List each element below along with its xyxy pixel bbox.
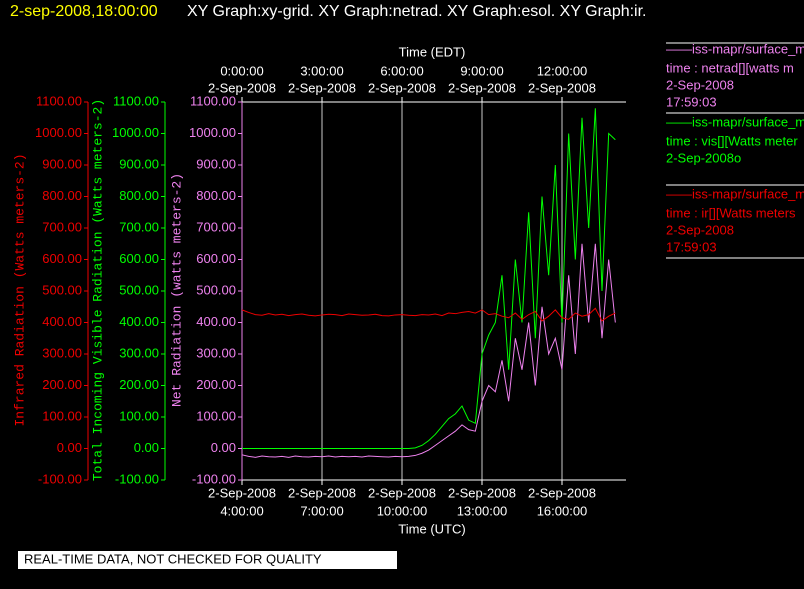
y-tick-label: 800.00	[196, 188, 236, 203]
y-tick-label: 400.00	[196, 314, 236, 329]
legend-detail: 2-Sep-2008	[666, 222, 734, 237]
y3-tick-label: 800.00	[42, 188, 82, 203]
y3-tick-label: 1100.00	[36, 93, 82, 108]
y2-tick-label: 1100.00	[113, 93, 159, 108]
legend-detail: time : vis[][Watts meter	[666, 133, 798, 148]
legend-detail: time : netrad[][watts m	[666, 60, 794, 75]
x2-tick-label: 9:00:00	[460, 63, 503, 78]
legend-name: ——iss-mapr/surface_m	[666, 186, 804, 201]
y2-axis-title: Total Incoming Visible Radiation (Watts …	[90, 99, 105, 481]
y-tick-label: 900.00	[196, 156, 236, 171]
y3-tick-label: 900.00	[42, 156, 82, 171]
y2-tick-label: 0.00	[134, 440, 159, 455]
y-tick-label: 100.00	[196, 408, 236, 423]
legend-name: ——iss-mapr/surface_m	[666, 41, 804, 56]
x2-tick-date: 2-Sep-2008	[208, 80, 276, 95]
legend-detail: 2-Sep-2008	[666, 77, 734, 92]
x-tick-date: 2-Sep-2008	[288, 485, 356, 500]
y2-tick-label: 1000.00	[112, 125, 159, 140]
y3-tick-label: 1000.00	[35, 125, 82, 140]
x2-axis-title: Time (EDT)	[399, 44, 466, 59]
x2-tick-date: 2-Sep-2008	[368, 80, 436, 95]
x-tick-date: 2-Sep-2008	[208, 485, 276, 500]
x2-tick-label: 6:00:00	[380, 63, 423, 78]
x2-tick-date: 2-Sep-2008	[288, 80, 356, 95]
y2-tick-label: 400.00	[119, 314, 159, 329]
x2-tick-date: 2-Sep-2008	[528, 80, 596, 95]
x-tick-label: 16:00:00	[537, 503, 588, 518]
x2-tick-label: 12:00:00	[537, 63, 588, 78]
x2-tick-label: 3:00:00	[300, 63, 343, 78]
y3-axis-title: Infrared Radiation (Watts meters-2)	[12, 153, 27, 426]
y3-tick-label: 0.00	[57, 440, 82, 455]
x-tick-label: 4:00:00	[220, 503, 263, 518]
x-tick-date: 2-Sep-2008	[448, 485, 516, 500]
y3-tick-label: -100.00	[38, 471, 82, 486]
series-line	[241, 307, 616, 322]
legend-detail: 17:59:03	[666, 239, 717, 254]
footer: REAL-TIME DATA, NOT CHECKED FOR QUALITY	[24, 551, 322, 566]
y2-tick-label: 300.00	[119, 345, 159, 360]
legend-detail: 17:59:03	[666, 94, 717, 109]
y3-tick-label: 300.00	[42, 345, 82, 360]
y-tick-label: 1000.00	[189, 125, 236, 140]
y-tick-label: 500.00	[196, 282, 236, 297]
y-tick-label: 200.00	[196, 377, 236, 392]
y3-tick-label: 200.00	[42, 377, 82, 392]
chart-title: 2-sep-2008,18:00:00	[10, 3, 158, 20]
y2-tick-label: 200.00	[119, 377, 159, 392]
y-tick-label: 1100.00	[190, 93, 236, 108]
y2-tick-label: 800.00	[119, 188, 159, 203]
x-tick-label: 7:00:00	[300, 503, 343, 518]
y-tick-label: 300.00	[196, 345, 236, 360]
y3-tick-label: 100.00	[42, 408, 82, 423]
legend-name: ——iss-mapr/surface_m	[666, 114, 804, 129]
x-tick-date: 2-Sep-2008	[368, 485, 436, 500]
x-tick-label: 10:00:00	[377, 503, 428, 518]
x2-tick-label: 0:00:00	[220, 63, 263, 78]
x-tick-date: 2-Sep-2008	[528, 485, 596, 500]
x2-tick-date: 2-Sep-2008	[448, 80, 516, 95]
y3-tick-label: 400.00	[42, 314, 82, 329]
legend-detail: time : ir[][Watts meters	[666, 205, 796, 220]
y2-tick-label: 100.00	[119, 408, 159, 423]
x-tick-label: 13:00:00	[457, 503, 508, 518]
y3-tick-label: 500.00	[42, 282, 82, 297]
series-line	[241, 243, 616, 458]
y2-tick-label: -100.00	[115, 471, 159, 486]
y3-tick-label: 600.00	[42, 251, 82, 266]
y2-tick-label: 600.00	[119, 251, 159, 266]
y-axis-title: Net Radiation (watts meters-2)	[169, 173, 184, 407]
x-axis-title: Time (UTC)	[398, 521, 465, 536]
y-tick-label: 700.00	[196, 219, 236, 234]
y2-tick-label: 900.00	[119, 156, 159, 171]
y2-tick-label: 500.00	[119, 282, 159, 297]
series-line	[242, 108, 616, 449]
footer-box	[18, 551, 397, 569]
y2-tick-label: 700.00	[119, 219, 159, 234]
y-tick-label: 600.00	[196, 251, 236, 266]
y-tick-label: 0.00	[211, 440, 236, 455]
chart-subtitle: XY Graph:xy-grid. XY Graph:netrad. XY Gr…	[187, 3, 647, 20]
y3-tick-label: 700.00	[42, 219, 82, 234]
y-tick-label: -100.00	[192, 471, 236, 486]
legend-detail: 2-Sep-2008o	[666, 150, 741, 165]
